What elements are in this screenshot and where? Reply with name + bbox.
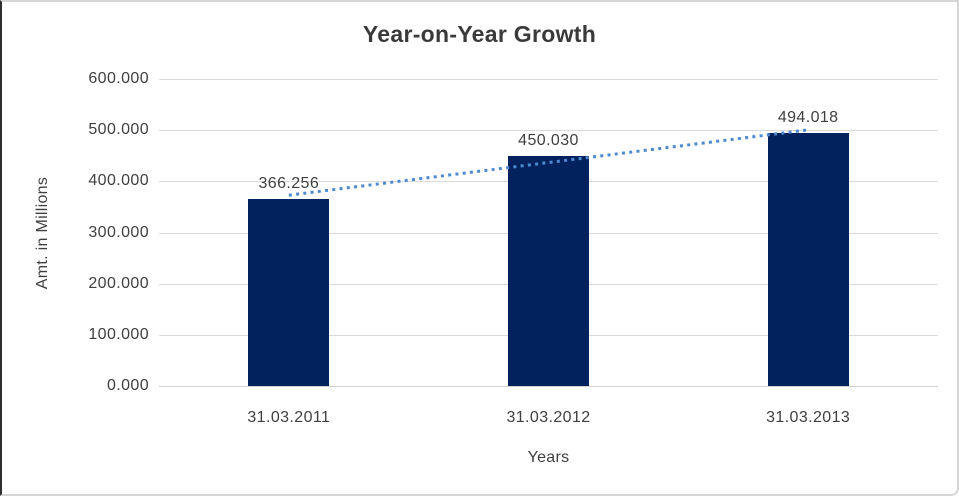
- data-label: 494.018: [777, 109, 839, 127]
- y-tick-label: 200.000: [88, 274, 149, 292]
- y-tick-label: 400.000: [88, 172, 149, 190]
- x-tick-label: 31.03.2011: [247, 409, 331, 426]
- gridline: [159, 386, 938, 387]
- y-tick-label: 100.000: [88, 325, 149, 343]
- x-axis-title: Years: [527, 449, 570, 466]
- data-label: 366.256: [258, 174, 320, 192]
- chart-title: Year-on-Year Growth: [362, 21, 597, 47]
- plot-area: 366.256 450.030 494.018: [159, 79, 938, 387]
- bar: [248, 198, 330, 386]
- y-tick-label: 600.000: [88, 70, 149, 87]
- bar: [767, 133, 849, 386]
- data-label: 450.030: [518, 131, 579, 149]
- x-tick-label: 31.03.2012: [506, 409, 591, 426]
- bar: [508, 155, 589, 386]
- y-tick-label: 0.000: [106, 377, 149, 394]
- y-tick-label: 500.000: [88, 121, 149, 139]
- x-tick-label: 31.03.2013: [766, 409, 851, 426]
- gridline: [159, 79, 938, 80]
- y-tick-label: 300.000: [88, 223, 149, 241]
